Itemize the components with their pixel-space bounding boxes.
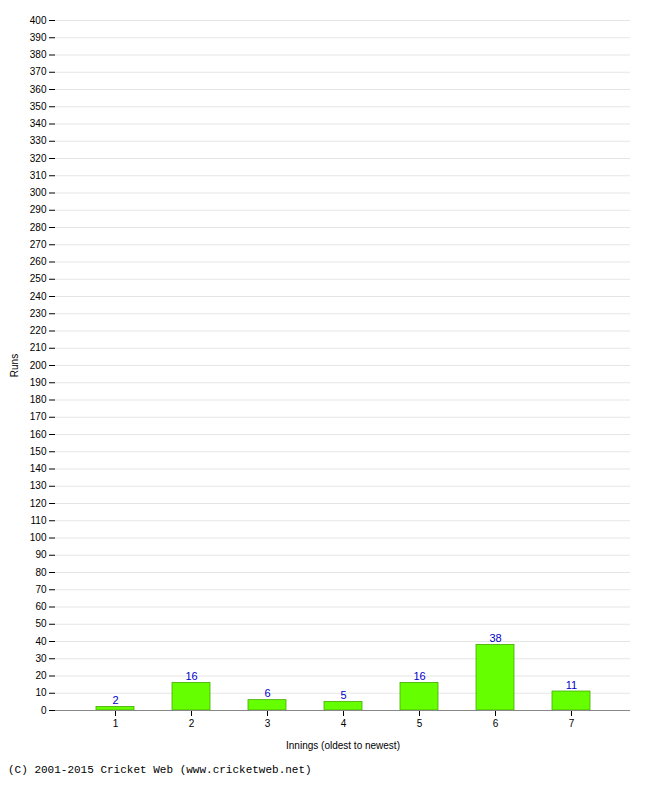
svg-text:320: 320 (30, 153, 47, 164)
svg-text:110: 110 (31, 515, 47, 526)
svg-text:6: 6 (264, 687, 270, 699)
svg-text:120: 120 (30, 498, 47, 509)
svg-text:360: 360 (30, 84, 47, 95)
svg-text:2: 2 (189, 718, 195, 729)
svg-text:250: 250 (30, 273, 47, 284)
svg-text:90: 90 (35, 549, 47, 560)
svg-text:170: 170 (30, 411, 47, 422)
svg-text:400: 400 (30, 15, 47, 26)
svg-text:11: 11 (566, 679, 577, 691)
svg-text:80: 80 (35, 567, 47, 578)
svg-text:Innings (oldest to newest): Innings (oldest to newest) (286, 740, 400, 751)
svg-text:6: 6 (493, 718, 499, 729)
svg-text:180: 180 (30, 394, 47, 405)
svg-text:20: 20 (35, 670, 47, 681)
svg-text:38: 38 (489, 632, 501, 644)
svg-text:50: 50 (35, 618, 47, 629)
svg-text:160: 160 (30, 429, 47, 440)
svg-text:280: 280 (30, 222, 47, 233)
svg-text:5: 5 (417, 718, 423, 729)
svg-text:2: 2 (112, 694, 118, 706)
svg-text:350: 350 (30, 101, 47, 112)
svg-text:210: 210 (30, 342, 47, 353)
svg-text:310: 310 (30, 170, 47, 181)
svg-text:16: 16 (413, 670, 425, 682)
svg-text:270: 270 (30, 239, 47, 250)
svg-text:300: 300 (30, 187, 47, 198)
svg-text:16: 16 (185, 670, 197, 682)
svg-text:4: 4 (341, 718, 347, 729)
svg-text:100: 100 (30, 532, 47, 543)
svg-text:380: 380 (30, 49, 47, 60)
svg-text:3: 3 (265, 718, 271, 729)
svg-text:1: 1 (113, 718, 119, 729)
svg-text:40: 40 (35, 636, 47, 647)
svg-text:340: 340 (30, 118, 47, 129)
svg-text:70: 70 (35, 584, 47, 595)
svg-text:Runs: Runs (9, 354, 20, 377)
svg-text:10: 10 (35, 687, 47, 698)
svg-text:0: 0 (41, 705, 47, 716)
svg-text:5: 5 (340, 689, 346, 701)
svg-text:190: 190 (30, 377, 47, 388)
svg-text:240: 240 (30, 291, 47, 302)
svg-text:230: 230 (30, 308, 47, 319)
svg-text:130: 130 (30, 480, 47, 491)
svg-text:7: 7 (569, 718, 575, 729)
svg-text:150: 150 (30, 446, 47, 457)
html-text:(C) 2001-2015 Cricket Web (www: (C) 2001-2015 Cricket Web (www.cricketwe… (8, 764, 312, 776)
svg-text:200: 200 (30, 360, 47, 371)
svg-text:140: 140 (30, 463, 47, 474)
svg-text:220: 220 (30, 325, 47, 336)
svg-text:290: 290 (30, 204, 47, 215)
svg-text:260: 260 (30, 256, 47, 267)
svg-text:370: 370 (30, 66, 47, 77)
svg-text:30: 30 (35, 653, 47, 664)
svg-text:330: 330 (30, 135, 47, 146)
svg-text:60: 60 (35, 601, 47, 612)
svg-text:390: 390 (30, 32, 47, 43)
